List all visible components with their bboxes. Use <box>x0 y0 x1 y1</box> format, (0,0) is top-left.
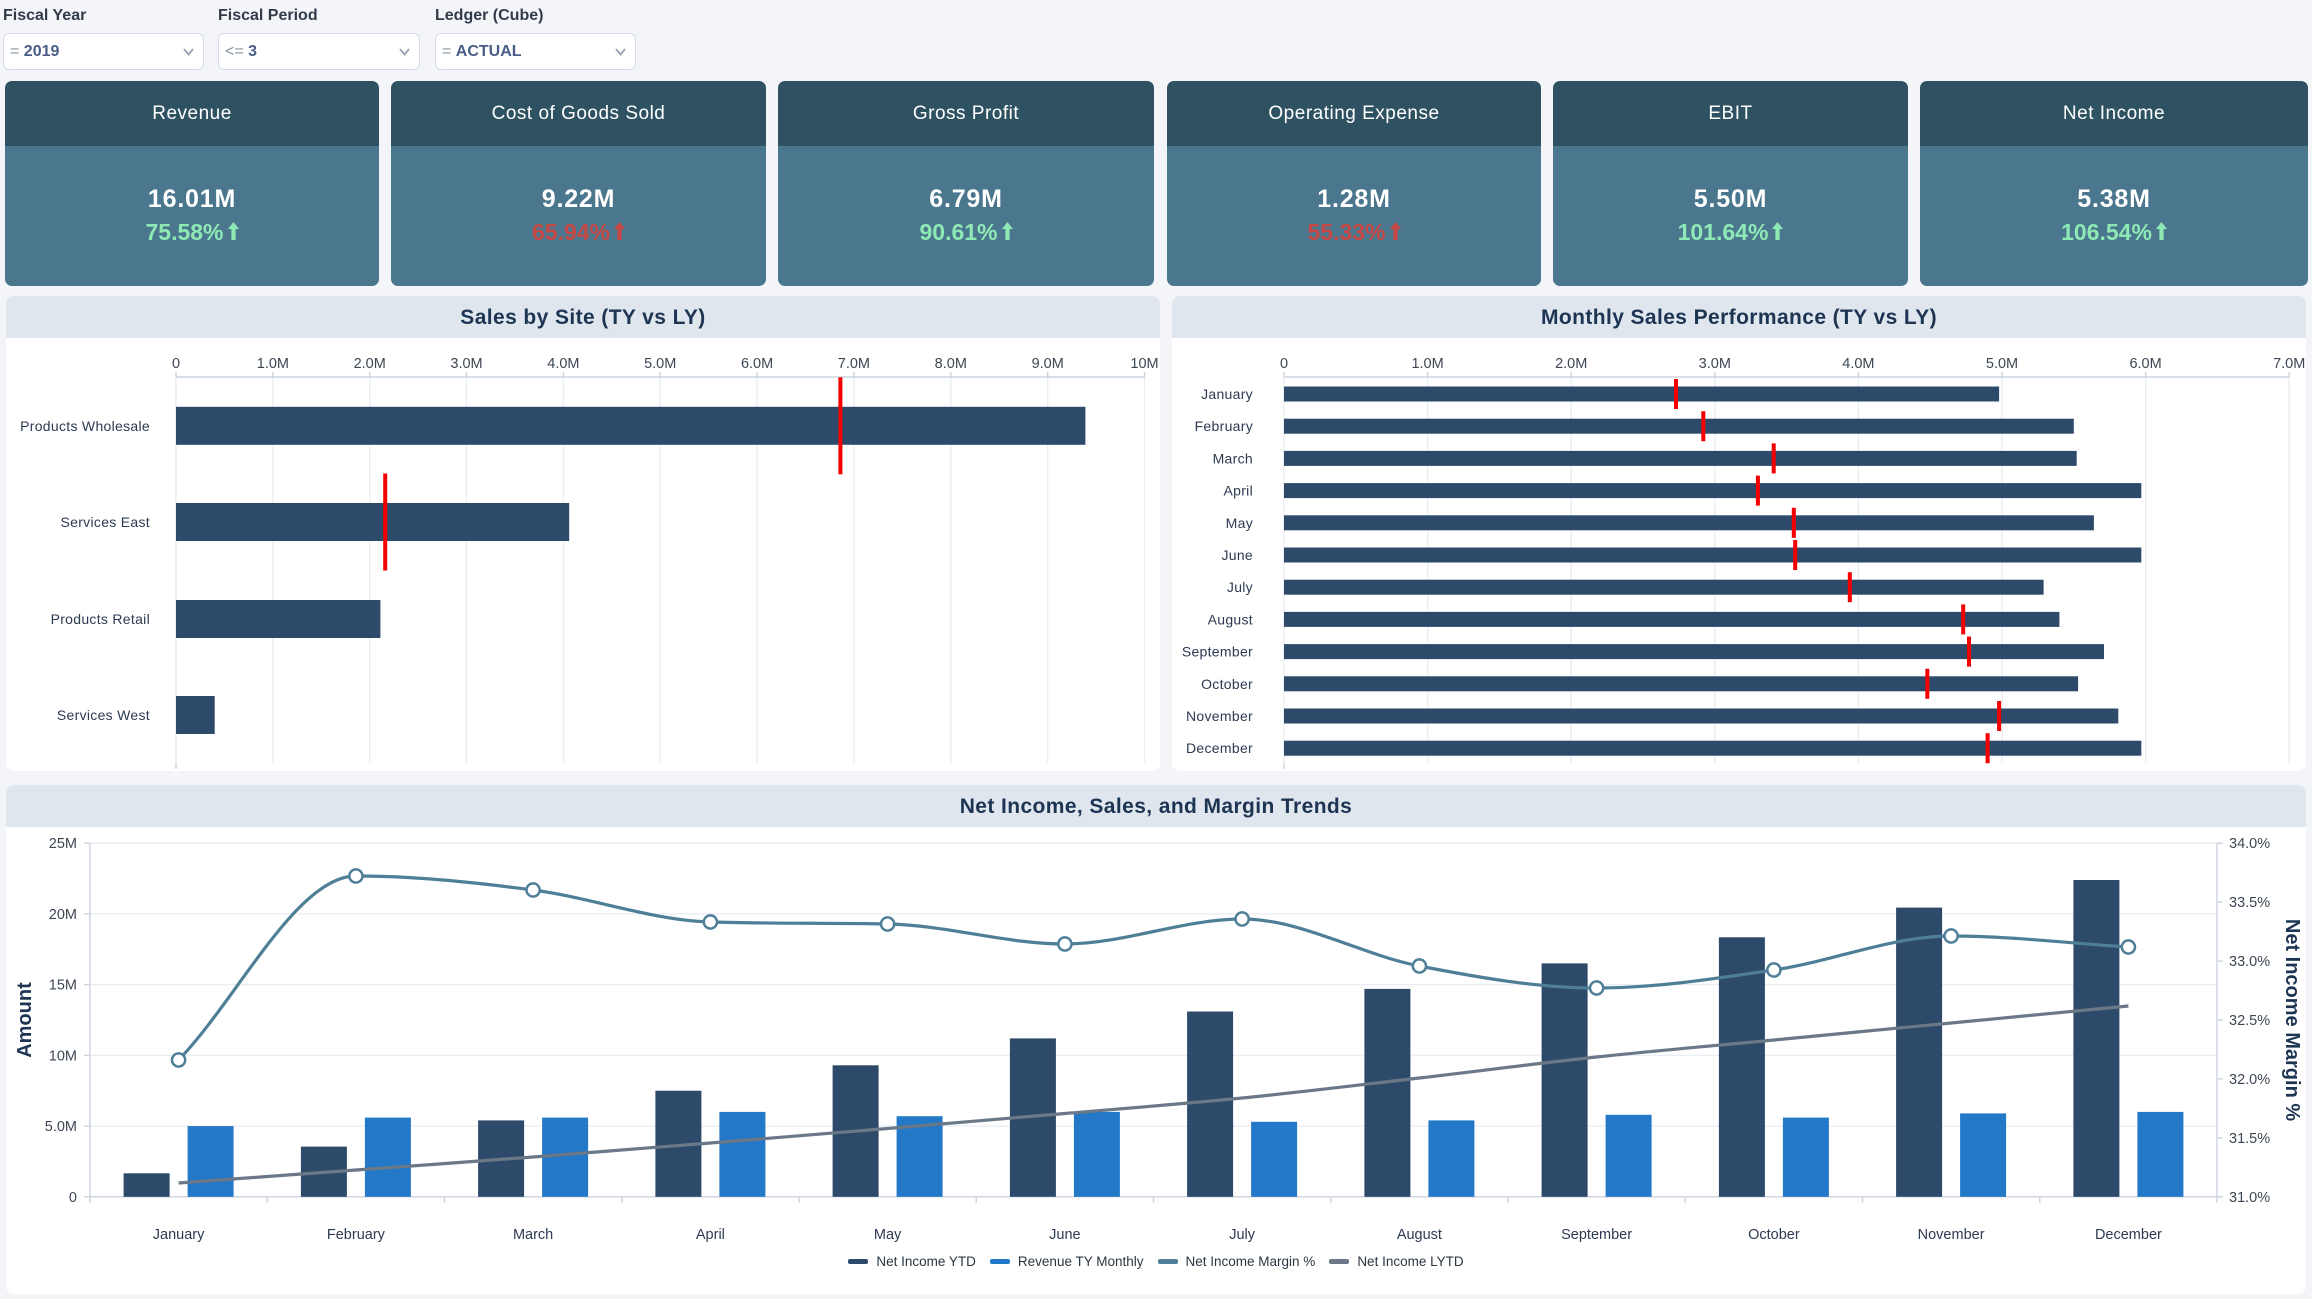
svg-text:6.0M: 6.0M <box>741 356 773 372</box>
svg-text:March: March <box>1213 450 1253 466</box>
svg-text:December: December <box>1186 740 1253 756</box>
svg-text:32.0%: 32.0% <box>2229 1072 2270 1088</box>
svg-text:25M: 25M <box>49 836 77 852</box>
svg-text:0: 0 <box>69 1190 77 1206</box>
svg-text:February: February <box>327 1227 386 1243</box>
svg-text:July: July <box>1227 579 1253 595</box>
svg-text:September: September <box>1182 644 1253 660</box>
svg-text:2.0M: 2.0M <box>354 356 386 372</box>
svg-text:February: February <box>1195 418 1253 434</box>
svg-text:3.0M: 3.0M <box>1699 356 1731 372</box>
svg-text:4.0M: 4.0M <box>1842 356 1874 372</box>
svg-text:April: April <box>696 1227 725 1243</box>
svg-text:June: June <box>1049 1227 1080 1243</box>
svg-text:Services West: Services West <box>57 707 150 723</box>
svg-text:July: July <box>1229 1227 1256 1243</box>
svg-text:September: September <box>1561 1227 1632 1243</box>
svg-text:31.0%: 31.0% <box>2229 1190 2270 1206</box>
svg-text:33.5%: 33.5% <box>2229 895 2270 911</box>
svg-text:October: October <box>1201 676 1253 692</box>
svg-text:10M: 10M <box>1130 356 1158 372</box>
svg-text:March: March <box>513 1227 553 1243</box>
svg-text:Amount: Amount <box>14 982 36 1058</box>
svg-text:November: November <box>1918 1227 1985 1243</box>
svg-text:31.5%: 31.5% <box>2229 1131 2270 1147</box>
svg-text:9.0M: 9.0M <box>1032 356 1064 372</box>
svg-text:15M: 15M <box>49 978 77 994</box>
svg-text:7.0M: 7.0M <box>2273 356 2305 372</box>
svg-text:5.0M: 5.0M <box>1986 356 2018 372</box>
svg-text:Services East: Services East <box>61 514 151 530</box>
svg-text:8.0M: 8.0M <box>935 356 967 372</box>
svg-text:January: January <box>1201 386 1253 402</box>
svg-text:3.0M: 3.0M <box>450 356 482 372</box>
svg-text:34.0%: 34.0% <box>2229 836 2270 852</box>
svg-text:August: August <box>1397 1227 1442 1243</box>
svg-text:7.0M: 7.0M <box>838 356 870 372</box>
svg-text:May: May <box>874 1227 902 1243</box>
svg-text:5.0M: 5.0M <box>644 356 676 372</box>
svg-text:January: January <box>153 1227 205 1243</box>
svg-text:0: 0 <box>172 356 180 372</box>
svg-text:October: October <box>1748 1227 1800 1243</box>
svg-text:1.0M: 1.0M <box>257 356 289 372</box>
svg-text:November: November <box>1186 708 1253 724</box>
svg-text:0: 0 <box>1280 356 1288 372</box>
svg-text:August: August <box>1208 611 1253 627</box>
svg-text:6.0M: 6.0M <box>2129 356 2161 372</box>
svg-text:5.0M: 5.0M <box>45 1119 77 1135</box>
svg-text:1.0M: 1.0M <box>1411 356 1443 372</box>
svg-text:Products Wholesale: Products Wholesale <box>20 418 150 434</box>
svg-text:20M: 20M <box>49 907 77 923</box>
svg-text:2.0M: 2.0M <box>1555 356 1587 372</box>
svg-text:April: April <box>1223 483 1253 499</box>
svg-text:Net Income Margin %: Net Income Margin % <box>2281 919 2303 1121</box>
svg-text:December: December <box>2095 1227 2162 1243</box>
svg-text:33.0%: 33.0% <box>2229 954 2270 970</box>
svg-text:10M: 10M <box>49 1048 77 1064</box>
svg-text:Products Retail: Products Retail <box>51 611 150 627</box>
svg-text:June: June <box>1221 547 1253 563</box>
svg-text:May: May <box>1226 515 1253 531</box>
svg-text:4.0M: 4.0M <box>547 356 579 372</box>
svg-text:32.5%: 32.5% <box>2229 1013 2270 1029</box>
